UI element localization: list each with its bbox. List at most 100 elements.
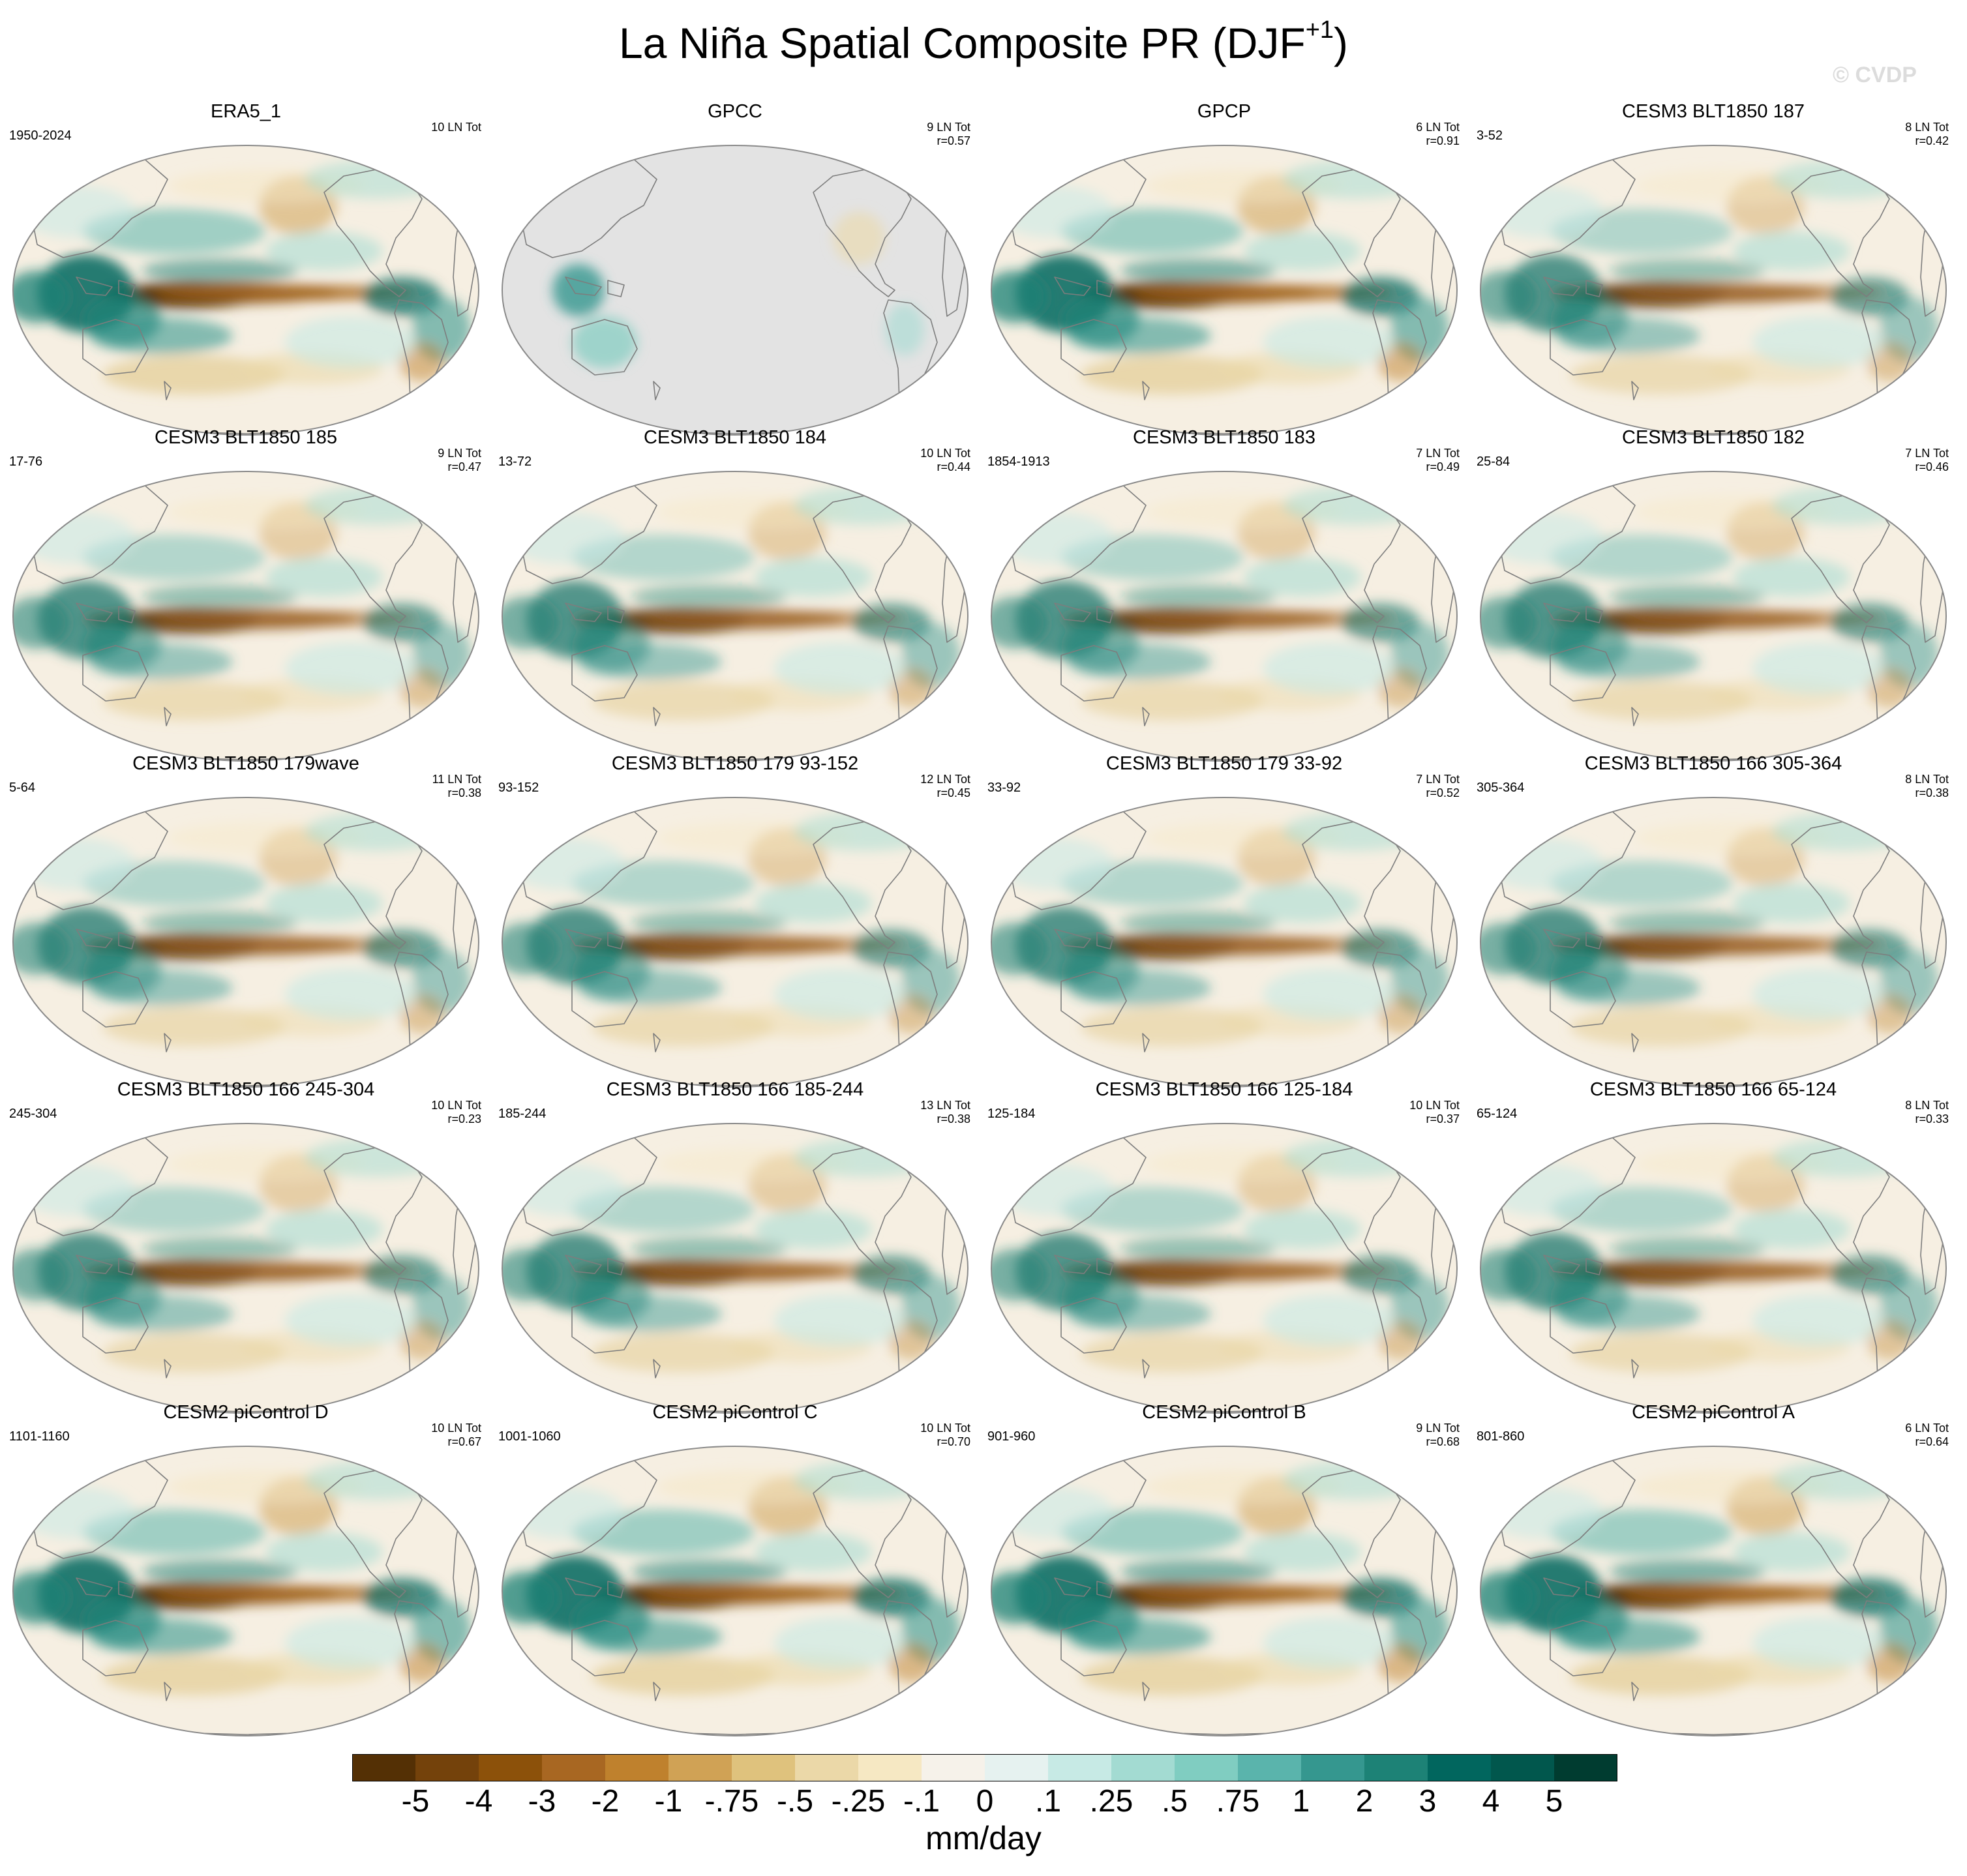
composite-map <box>991 471 1458 762</box>
event-count: 8 LN Tot <box>1905 773 1949 786</box>
panel-stats: 13 LN Tot r=0.38 <box>920 1099 970 1126</box>
colorbar-swatch <box>1364 1754 1428 1781</box>
composite-map <box>12 1123 479 1414</box>
panel-period: 3-52 <box>1477 128 1503 143</box>
panel-title: CESM3 BLT1850 183 <box>1133 427 1315 448</box>
cvdp-watermark: © CVDP <box>1833 63 1917 87</box>
colorbar-swatch <box>352 1754 416 1781</box>
map-panel: CESM3 BLT1850 179 33-92 33-92 7 LN Tot r=0.… <box>985 753 1464 1088</box>
pattern-correlation: r=0.45 <box>937 786 970 799</box>
panel-period: 125-184 <box>987 1107 1036 1121</box>
pattern-correlation: r=0.38 <box>1915 786 1949 799</box>
colorbar-units: mm/day <box>925 1820 1042 1856</box>
colorbar-swatch <box>732 1754 796 1781</box>
map-panel: CESM2 piControl D 1101-1160 10 LN Tot r=0.6… <box>7 1402 485 1736</box>
composite-map <box>1480 1446 1947 1736</box>
panel-period: 93-152 <box>498 781 539 795</box>
panel-stats: 8 LN Tot r=0.38 <box>1905 773 1949 800</box>
colorbar-tick-label: -.1 <box>903 1784 940 1819</box>
panel-title: CESM3 BLT1850 166 65-124 <box>1589 1079 1837 1100</box>
colorbar-swatch <box>479 1754 543 1781</box>
event-count: 7 LN Tot <box>1416 447 1460 460</box>
composite-map <box>1480 1123 1947 1414</box>
panel-period: 13-72 <box>498 454 532 469</box>
pattern-correlation: r=0.67 <box>447 1435 481 1448</box>
event-count: 8 LN Tot <box>1905 121 1949 134</box>
panel-period: 1854-1913 <box>987 454 1050 469</box>
panel-stats: 6 LN Tot r=0.91 <box>1416 121 1460 148</box>
composite-map <box>991 1446 1458 1736</box>
composite-map <box>502 1446 968 1736</box>
panel-period: 1950-2024 <box>9 128 72 143</box>
panel-stats: 9 LN Tot r=0.47 <box>438 447 481 474</box>
colorbar-swatch <box>668 1754 732 1781</box>
pattern-correlation: r=0.37 <box>1426 1112 1460 1125</box>
composite-map <box>12 797 479 1088</box>
composite-map <box>1480 797 1947 1088</box>
panel-title: ERA5_1 <box>210 101 281 122</box>
colorbar-tick-label: -.5 <box>776 1784 814 1819</box>
event-count: 10 LN Tot <box>431 121 481 134</box>
colorbar <box>352 1754 1617 1781</box>
panel-stats: 7 LN Tot r=0.46 <box>1905 447 1949 474</box>
colorbar-swatch <box>1491 1754 1555 1781</box>
panel-title: CESM3 BLT1850 166 245-304 <box>117 1079 375 1100</box>
pattern-correlation: r=0.52 <box>1426 786 1460 799</box>
panel-title: CESM3 BLT1850 166 185-244 <box>606 1079 864 1100</box>
composite-map <box>502 471 968 762</box>
panel-title: CESM2 piControl C <box>652 1402 818 1423</box>
colorbar-tick-label: 3 <box>1419 1784 1437 1819</box>
map-panel: CESM3 BLT1850 182 25-84 7 LN Tot r=0.46 <box>1474 427 1953 762</box>
panel-stats: 9 LN Tot r=0.57 <box>927 121 970 148</box>
panel-stats: 12 LN Tot r=0.45 <box>920 773 970 800</box>
colorbar-tick-label: -4 <box>464 1784 493 1819</box>
composite-map <box>1480 145 1947 436</box>
panel-period: 5-64 <box>9 781 36 795</box>
map-panel: CESM3 BLT1850 185 17-76 9 LN Tot r=0.47 <box>7 427 485 762</box>
colorbar-swatch <box>795 1754 859 1781</box>
map-panel: CESM3 BLT1850 179wave 5-64 11 LN Tot r=0.38 <box>7 753 485 1088</box>
panel-stats: 10 LN Tot r=0.67 <box>431 1422 481 1449</box>
event-count: 9 LN Tot <box>1416 1422 1460 1435</box>
composite-map <box>1480 471 1947 762</box>
panel-period: 17-76 <box>9 454 43 469</box>
panel-title: GPCC <box>708 101 762 122</box>
colorbar-swatch <box>1111 1754 1175 1781</box>
pattern-correlation: r=0.23 <box>447 1112 481 1125</box>
pattern-correlation: r=0.70 <box>937 1435 970 1448</box>
panel-period: 185-244 <box>498 1107 547 1121</box>
panel-title: CESM3 BLT1850 166 125-184 <box>1095 1079 1353 1100</box>
panel-period: 1001-1060 <box>498 1429 561 1444</box>
event-count: 11 LN Tot <box>432 773 481 786</box>
colorbar-swatch <box>1048 1754 1112 1781</box>
map-panel: CESM3 BLT1850 183 1854-1913 7 LN Tot r=0.49 <box>985 427 1464 762</box>
panel-stats: 8 LN Tot r=0.42 <box>1905 121 1949 148</box>
colorbar-tick-label: -.75 <box>704 1784 759 1819</box>
panel-stats: 11 LN Tot r=0.38 <box>432 773 481 800</box>
pattern-correlation: r=0.64 <box>1915 1435 1949 1448</box>
colorbar-tick-label: .25 <box>1089 1784 1134 1819</box>
colorbar-tick-label: 4 <box>1482 1784 1500 1819</box>
pattern-correlation: r=0.42 <box>1915 134 1949 147</box>
colorbar-tick-label: 5 <box>1545 1784 1563 1819</box>
map-panel: CESM3 BLT1850 166 125-184 125-184 10 LN To… <box>985 1079 1464 1414</box>
event-count: 8 LN Tot <box>1905 1099 1949 1112</box>
map-panel: CESM3 BLT1850 187 3-52 8 LN Tot r=0.42 <box>1474 101 1953 436</box>
panel-stats: 10 LN Tot <box>431 121 481 134</box>
composite-map <box>991 797 1458 1088</box>
panel-period: 245-304 <box>9 1107 57 1121</box>
pattern-correlation: r=0.57 <box>937 134 970 147</box>
map-panel: CESM3 BLT1850 166 65-124 65-124 8 LN Tot r=… <box>1474 1079 1953 1414</box>
panel-title: CESM3 BLT1850 185 <box>155 427 337 448</box>
colorbar-swatch <box>605 1754 669 1781</box>
colorbar-swatch <box>415 1754 479 1781</box>
composite-map <box>12 1446 479 1736</box>
panel-title: CESM3 BLT1850 179wave <box>132 753 359 774</box>
event-count: 10 LN Tot <box>920 1422 970 1435</box>
composite-map <box>12 145 479 436</box>
panel-stats: 10 LN Tot r=0.44 <box>920 447 970 474</box>
colorbar-tick-label: -2 <box>591 1784 620 1819</box>
event-count: 12 LN Tot <box>920 773 970 786</box>
map-panel: GPCP 6 LN Tot r=0.91 <box>985 101 1464 436</box>
colorbar-swatch <box>1175 1754 1239 1781</box>
